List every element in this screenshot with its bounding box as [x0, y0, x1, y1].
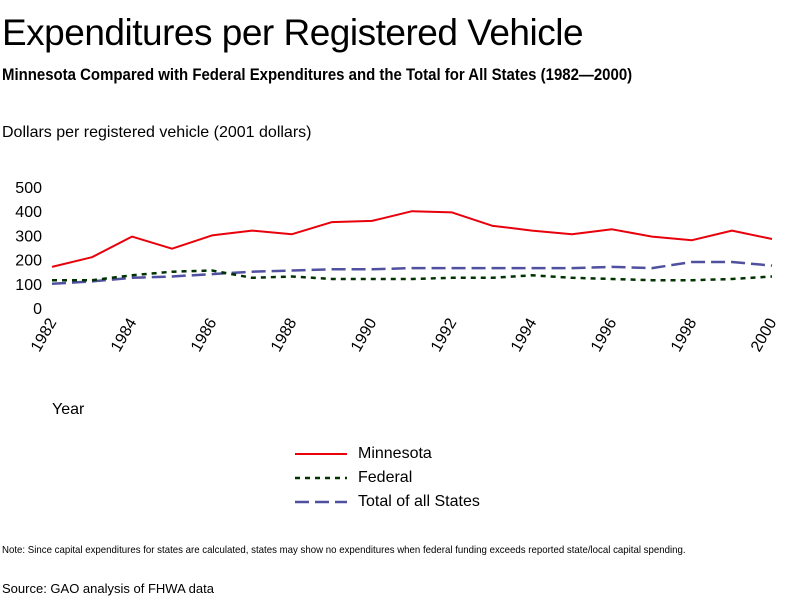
- chart-subtitle: Minnesota Compared with Federal Expendit…: [2, 65, 633, 84]
- source-line: Source: GAO analysis of FHWA data: [2, 581, 214, 596]
- y-tick-label-500: 500: [15, 180, 42, 197]
- x-tick-label-1982: 1982: [28, 315, 61, 354]
- legend-label-total-all-states: Total of all States: [358, 493, 480, 510]
- x-axis-label: Year: [52, 401, 85, 418]
- y-tick-label-200: 200: [15, 253, 42, 270]
- footnote: Note: Since capital expenditures for sta…: [2, 544, 686, 556]
- x-tick-label-1996: 1996: [588, 315, 621, 354]
- x-tick-label-1988: 1988: [268, 315, 301, 354]
- legend-item-federal: Federal: [295, 466, 480, 490]
- y-tick-label-400: 400: [15, 204, 42, 221]
- x-tick-label-1990: 1990: [348, 315, 381, 354]
- series-line-total-of-all-states: [51, 260, 773, 286]
- series-line-federal: [52, 269, 773, 282]
- y-axis-unit-label: Dollars per registered vehicle (2001 dol…: [2, 124, 312, 141]
- chart-title: Expenditures per Registered Vehicle: [2, 12, 584, 53]
- legend-item-minnesota: Minnesota: [295, 442, 480, 466]
- series-line-minnesota: [51, 210, 773, 268]
- x-tick-label-1994: 1994: [508, 315, 541, 354]
- legend-label-federal: Federal: [358, 469, 413, 486]
- x-tick-label-1998: 1998: [668, 315, 701, 354]
- y-tick-label-300: 300: [15, 228, 42, 245]
- line-chart: 0 100 200 300 400 500 1982 1984 1986 1988 1990 1992…: [15, 180, 781, 418]
- x-tick-label-1992: 1992: [428, 315, 461, 354]
- legend: Minnesota Federal Total of all States: [295, 442, 480, 514]
- legend-swatch-federal: [295, 476, 347, 480]
- legend-label-minnesota: Minnesota: [358, 445, 432, 462]
- y-tick-label-100: 100: [15, 277, 42, 294]
- legend-swatch-minnesota: [295, 453, 347, 455]
- x-tick-label-2000: 2000: [748, 315, 781, 354]
- x-tick-label-1984: 1984: [108, 315, 141, 354]
- x-tick-label-1986: 1986: [188, 315, 221, 354]
- y-tick-label-0: 0: [33, 301, 42, 318]
- legend-item-total-all-states: Total of all States: [295, 490, 480, 514]
- legend-swatch-total-all-states: [295, 500, 347, 504]
